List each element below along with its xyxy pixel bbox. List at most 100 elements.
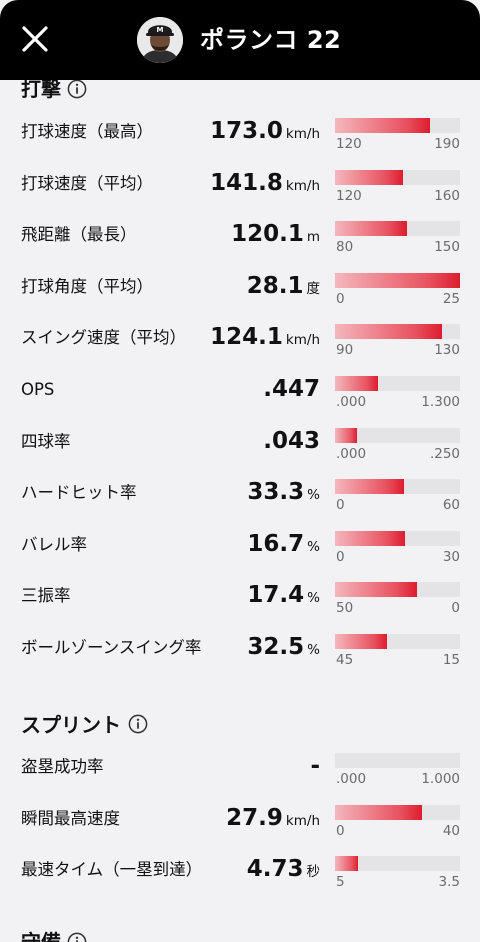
stat-bar-fill: [335, 530, 405, 546]
stat-label: 打球速度（平均）: [21, 173, 153, 193]
stat-value: -: [310, 753, 320, 779]
stat-label: 三振率: [21, 586, 71, 606]
close-button[interactable]: [18, 22, 52, 56]
stat-bar-track: [335, 169, 460, 185]
info-icon[interactable]: [67, 932, 87, 942]
stat-row: 三振率 17.4% 50 0: [0, 571, 480, 623]
stat-value-group: .043: [263, 425, 320, 457]
stat-row: 打球速度（平均） 141.8 km/h 120 160: [0, 159, 480, 211]
stat-bar-max: 190: [434, 136, 460, 152]
stat-bar-max: 1.000: [421, 771, 460, 787]
stat-value-group: 4.73 秒: [247, 853, 320, 885]
stat-row: スイング速度（平均） 124.1 km/h 90 130: [0, 313, 480, 365]
stat-unit: %: [307, 590, 320, 607]
stat-unit: 秒: [306, 864, 321, 881]
stat-row: 四球率 .043 .000 .250: [0, 417, 480, 469]
stat-label: OPS: [21, 380, 55, 399]
stat-bar-max: 25: [442, 290, 460, 307]
stat-bar-track: [335, 530, 460, 546]
stat-bar-max: 60: [442, 497, 460, 514]
stat-bar-min: 120: [336, 187, 362, 204]
stat-value-group: 16.7%: [247, 528, 320, 560]
stat-row: 瞬間最高速度 27.9 km/h 0 40: [0, 794, 480, 846]
stat-bar-min: .000: [336, 771, 367, 787]
stat-row: 飛距離（最長） 120.1 m 80 150: [0, 210, 480, 262]
stat-row: 打球速度（最高） 173.0 km/h 120 190: [0, 107, 480, 159]
stat-unit: 度: [306, 280, 321, 297]
stat-bar-fill: [335, 272, 460, 288]
stat-bar-min: 0: [336, 822, 345, 839]
section-title-batting: 打撃: [21, 80, 61, 101]
stat-bar-track: [335, 856, 460, 872]
stat-bar-min: 90: [336, 342, 354, 359]
stat-bar-fill: [335, 376, 378, 391]
stat-bar-min: .000: [336, 445, 367, 462]
stat-bar-track: [335, 272, 460, 288]
stat-value-group: 173.0 km/h: [210, 115, 320, 147]
stat-row: 最速タイム（一塁到達） 4.73 秒 5 3.5: [0, 845, 480, 897]
stat-value-group: 120.1 m: [231, 218, 320, 250]
stat-value-group: 33.3%: [247, 476, 320, 508]
stat-value-group: 17.4%: [247, 579, 320, 611]
stat-bar-min: 120: [336, 136, 362, 152]
stat-label: 瞬間最高速度: [21, 808, 120, 828]
stat-bar-track: [335, 118, 460, 133]
stat-bar-min: 80: [336, 239, 354, 256]
header-bar: M ポランコ 22: [0, 0, 480, 80]
stat-label: スイング速度（平均）: [21, 328, 186, 348]
stat-bar-track: [335, 479, 460, 495]
stat-value-group: 28.1 度: [247, 270, 320, 302]
stat-bar-fill: [335, 582, 417, 598]
stat-value: 32.5: [247, 634, 305, 660]
stat-bar-min: 50: [336, 600, 354, 617]
stat-bar-track: [335, 221, 460, 237]
info-icon[interactable]: [128, 714, 148, 734]
stat-bar-fill: [335, 118, 430, 133]
stat-bar-max: 150: [434, 239, 460, 256]
stat-bar-max: 0: [451, 600, 460, 617]
stat-bar-max: 160: [434, 187, 460, 204]
stat-bar-fill: [335, 427, 357, 443]
stat-row: OPS .447 .000 1.300: [0, 365, 480, 417]
info-icon[interactable]: [67, 80, 87, 99]
close-icon: [22, 26, 48, 52]
stat-value: 16.7: [247, 530, 305, 557]
stat-bar-max: 40: [442, 822, 460, 839]
stat-row: バレル率 16.7% 0 30: [0, 520, 480, 572]
stat-bar-min: 0: [336, 290, 345, 307]
stat-bar-max: 1.300: [421, 394, 460, 410]
section-title-fielding: 守備: [21, 930, 61, 942]
stat-label: 最速タイム（一塁到達）: [21, 860, 203, 880]
stat-value-group: 141.8 km/h: [210, 167, 320, 199]
stat-value: 33.3: [247, 479, 305, 506]
svg-text:M: M: [157, 26, 164, 34]
stat-value: 4.73: [246, 856, 304, 883]
stat-value: 28.1: [246, 272, 304, 299]
stat-bar-fill: [335, 324, 442, 340]
stat-unit: km/h: [285, 177, 320, 194]
stat-bar-track: [335, 376, 460, 391]
stat-bar-min: 45: [336, 652, 354, 668]
stat-unit: m: [306, 229, 320, 246]
stat-unit: km/h: [285, 126, 320, 142]
stat-bar-fill: [335, 479, 404, 495]
stat-bar-max: 30: [442, 548, 460, 565]
stat-bar-fill: [335, 221, 407, 237]
avatar: M: [137, 17, 183, 63]
stat-value: 141.8: [210, 169, 283, 196]
stat-bar-max: 15: [442, 652, 460, 668]
stat-value-group: .447: [263, 373, 320, 405]
stat-bar-track: [335, 804, 460, 820]
stat-value: .447: [263, 376, 320, 402]
stat-row: ハードヒット率 33.3% 0 60: [0, 468, 480, 520]
stat-bar-track: [335, 324, 460, 340]
stat-unit: km/h: [285, 332, 320, 349]
stat-unit: %: [307, 642, 320, 658]
stat-bar-fill: [335, 804, 422, 820]
stat-bar-max: 130: [434, 342, 460, 359]
stat-label: 四球率: [21, 431, 71, 451]
stat-bar-fill: [335, 169, 403, 185]
stat-value-group: 27.9 km/h: [226, 802, 320, 834]
stat-bar-track: [335, 427, 460, 443]
stat-label: 飛距離（最長）: [21, 225, 137, 245]
